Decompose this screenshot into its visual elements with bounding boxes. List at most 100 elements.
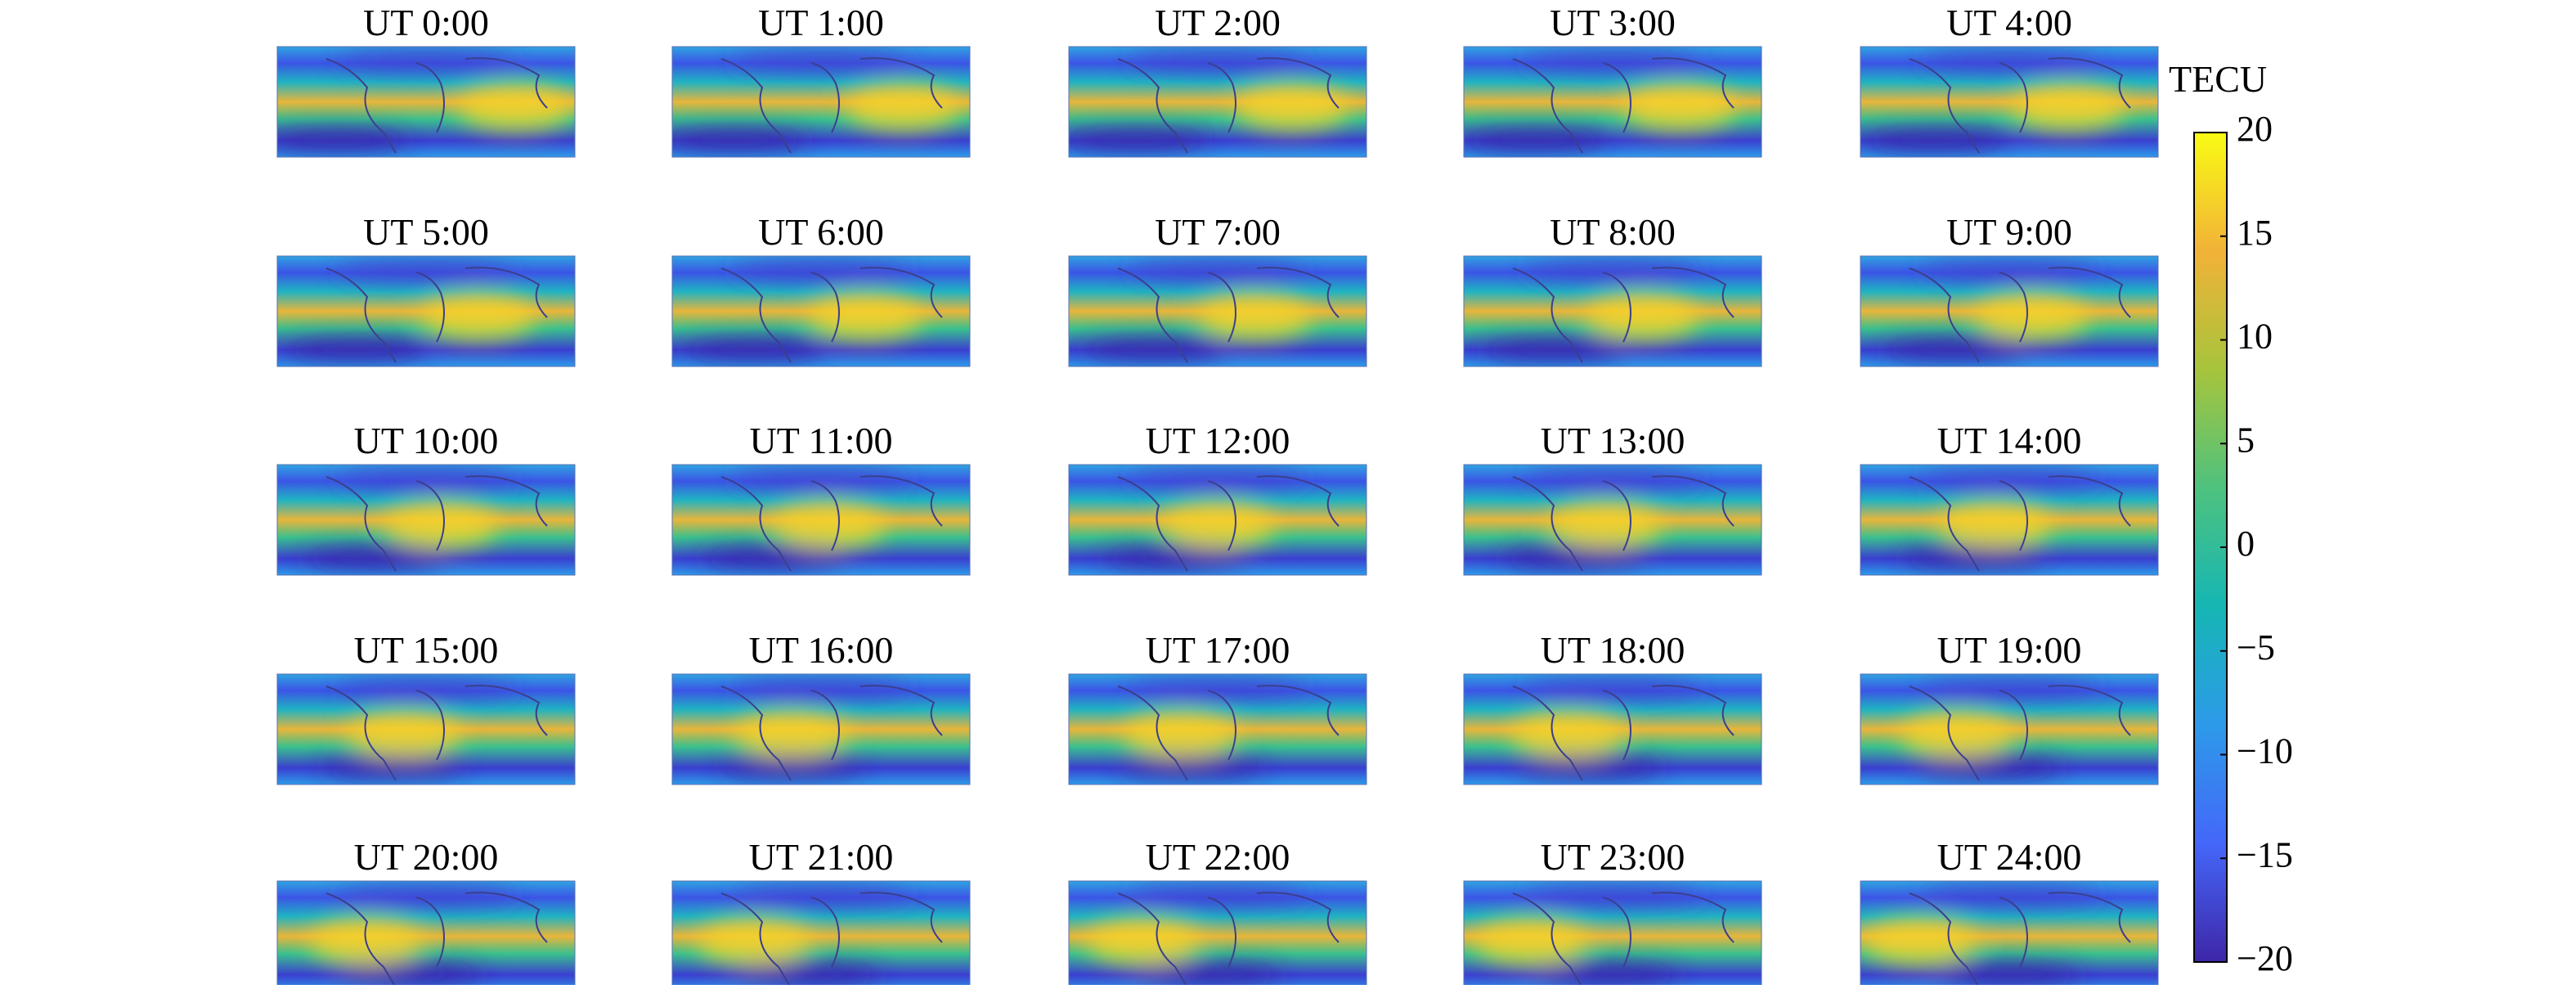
blob — [1919, 259, 2099, 280]
blob — [1123, 712, 1238, 758]
map-panel — [276, 673, 576, 785]
map-blobs — [1086, 884, 1308, 987]
coastline — [325, 475, 548, 572]
map-field — [1464, 256, 1761, 366]
map-field — [1464, 465, 1761, 575]
blob — [680, 338, 828, 362]
panel-frame — [1463, 880, 1762, 989]
coastline — [1512, 267, 1735, 363]
map-field — [1464, 881, 1761, 989]
panel-frame — [1068, 880, 1367, 989]
blob — [336, 677, 516, 698]
map-field — [1464, 47, 1761, 157]
blob — [1128, 468, 1308, 488]
blob — [1128, 677, 1308, 698]
blob — [1128, 50, 1308, 70]
coastline — [1117, 685, 1340, 781]
blob — [1516, 756, 1664, 780]
blob — [1473, 919, 1588, 965]
map-panel — [1068, 673, 1367, 785]
blob — [1197, 294, 1313, 340]
panel-frame — [671, 46, 971, 158]
panel-frame — [671, 673, 971, 785]
coastline — [1117, 892, 1340, 988]
panel-title: UT 23:00 — [1541, 836, 1685, 878]
blob — [1622, 84, 1737, 131]
panel-title: UT 21:00 — [749, 836, 894, 878]
blob — [1510, 712, 1626, 758]
blob — [281, 338, 429, 362]
map-field — [277, 881, 575, 989]
map-field — [1069, 674, 1367, 784]
blob — [337, 963, 485, 987]
blob — [808, 294, 923, 340]
map-blobs — [277, 50, 573, 152]
coastline — [720, 57, 943, 154]
map-panel — [276, 46, 576, 158]
map-field — [1069, 256, 1367, 366]
colorbar-tick-label: −10 — [2237, 731, 2293, 771]
blob — [1464, 128, 1609, 152]
map-panel — [671, 673, 971, 785]
blob — [336, 259, 516, 280]
blob — [1099, 546, 1247, 570]
map-blobs — [1479, 259, 1703, 362]
panel-frame — [1860, 46, 2159, 158]
panel-title: UT 17:00 — [1146, 629, 1290, 671]
map-field — [277, 47, 575, 157]
map-panel — [276, 464, 576, 576]
panel-title: UT 10:00 — [354, 420, 499, 461]
colorbar-tick-label: 5 — [2237, 420, 2255, 460]
blob — [1919, 50, 2099, 70]
panel-title: UT 2:00 — [1155, 2, 1281, 43]
map-field — [1860, 256, 2158, 366]
panel-title: UT 15:00 — [354, 629, 499, 671]
blob — [731, 50, 911, 70]
panel-frame — [1463, 46, 1762, 158]
coastline — [1909, 475, 2131, 572]
map-panel — [671, 880, 971, 989]
blob — [717, 756, 865, 780]
blob — [1080, 338, 1228, 362]
map-panel — [1463, 46, 1762, 158]
coastline — [1512, 685, 1735, 781]
panel-title: UT 5:00 — [363, 211, 489, 253]
blob — [319, 756, 467, 780]
map-panel — [671, 464, 971, 576]
map-blobs — [672, 50, 961, 152]
coastline — [1909, 892, 2131, 988]
coastline — [325, 685, 548, 781]
map-field — [277, 256, 575, 366]
blob — [1479, 338, 1627, 362]
map-blobs — [1464, 50, 1737, 152]
panel-frame — [276, 464, 576, 576]
blob — [1974, 294, 2089, 340]
blob — [2011, 84, 2126, 131]
panel-title: UT 0:00 — [363, 2, 489, 43]
blob — [1497, 546, 1645, 570]
blob — [731, 677, 911, 698]
blob — [1128, 259, 1308, 280]
panel-frame — [1860, 464, 2159, 576]
blob — [420, 294, 536, 340]
panel-frame — [1860, 880, 2159, 989]
coastline — [325, 892, 548, 988]
map-field — [1464, 674, 1761, 784]
blob — [1919, 677, 2099, 698]
map-field — [1069, 47, 1367, 157]
blob — [1936, 963, 2083, 987]
map-panel — [1860, 673, 2159, 785]
blob — [1917, 756, 2065, 780]
panel-title: UT 9:00 — [1946, 211, 2072, 253]
coastline — [1909, 685, 2131, 781]
map-panel — [1068, 880, 1367, 989]
map-panel — [1860, 255, 2159, 367]
blob — [1523, 259, 1703, 280]
map-blobs — [281, 259, 536, 362]
panel-title: UT 7:00 — [1155, 211, 1281, 253]
map-field — [672, 465, 970, 575]
panel-frame — [1068, 255, 1367, 367]
coastline — [1117, 267, 1340, 363]
